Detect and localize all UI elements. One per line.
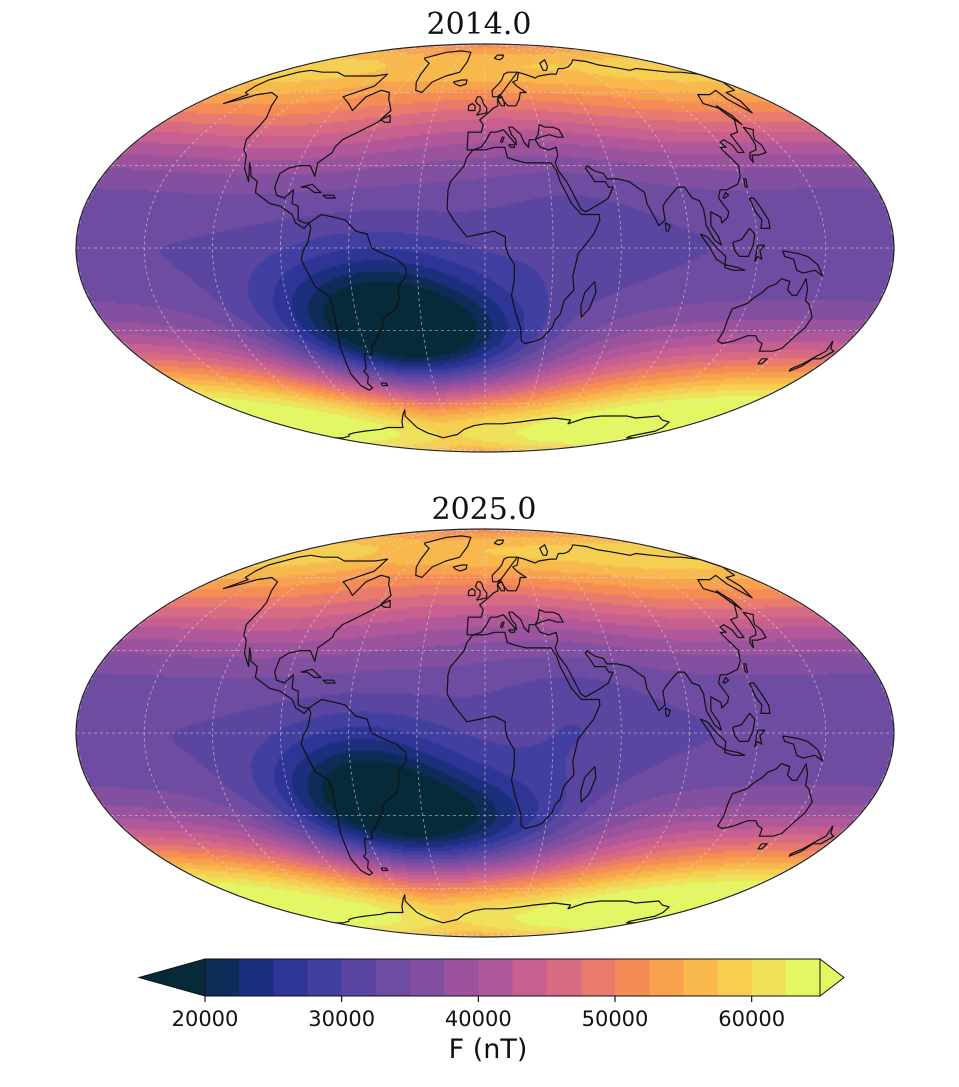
meridian-line <box>484 44 622 452</box>
meridian-line <box>416 44 486 452</box>
colorbar-segment <box>307 959 343 996</box>
colorbar-segment <box>444 959 479 996</box>
colorbar-segment <box>375 959 411 996</box>
colorbar-tick-label: 50000 <box>582 1007 649 1031</box>
colorbar-outline <box>204 958 821 997</box>
map-2014 <box>75 43 895 453</box>
map-outline-2025 <box>75 528 895 938</box>
colorbar-segment <box>239 959 274 996</box>
colorbar-ticks: 20000 30000 40000 50000 60000 <box>172 996 785 1031</box>
meridian-line <box>484 529 827 937</box>
colorbar-segment <box>615 959 650 996</box>
graticule-2014 <box>76 44 894 452</box>
colorbar-segment <box>683 959 719 996</box>
map-2025 <box>75 528 895 938</box>
meridian-line <box>416 529 486 937</box>
coastlines-2025 <box>222 535 835 924</box>
colorbar-tick-label: 30000 <box>308 1007 375 1031</box>
colorbar <box>137 957 845 998</box>
colorbar-segment <box>341 959 377 996</box>
meridian-line <box>484 529 622 937</box>
colorbar-tick-label: 20000 <box>172 1007 239 1031</box>
colorbar-segment <box>717 959 753 996</box>
colorbar-segment <box>751 959 787 996</box>
coastlines-2014 <box>222 50 835 439</box>
colorbar-extend-low <box>137 958 206 997</box>
colorbar-label: F (nT) <box>449 1034 528 1065</box>
colorbar-segment <box>785 959 821 996</box>
graticule-2025 <box>76 529 894 937</box>
colorbar-segment <box>205 959 240 996</box>
colorbar-segment <box>546 959 582 996</box>
map-outline-2014 <box>75 43 895 453</box>
colorbar-tick-label: 40000 <box>445 1007 512 1031</box>
colorbar-segment <box>580 959 616 996</box>
colorbar-extend-high <box>819 957 845 998</box>
colorbar-segment <box>649 959 684 996</box>
meridian-line <box>484 44 827 452</box>
colorbar-segment <box>478 959 514 996</box>
colorbar-segment <box>273 959 309 996</box>
map-title-2014: 2014.0 <box>427 7 532 42</box>
colorbar-segment <box>410 959 445 996</box>
colorbar-tick-label: 60000 <box>718 1007 785 1031</box>
map-title-2025: 2025.0 <box>432 492 537 527</box>
colorbar-segment <box>512 959 548 996</box>
